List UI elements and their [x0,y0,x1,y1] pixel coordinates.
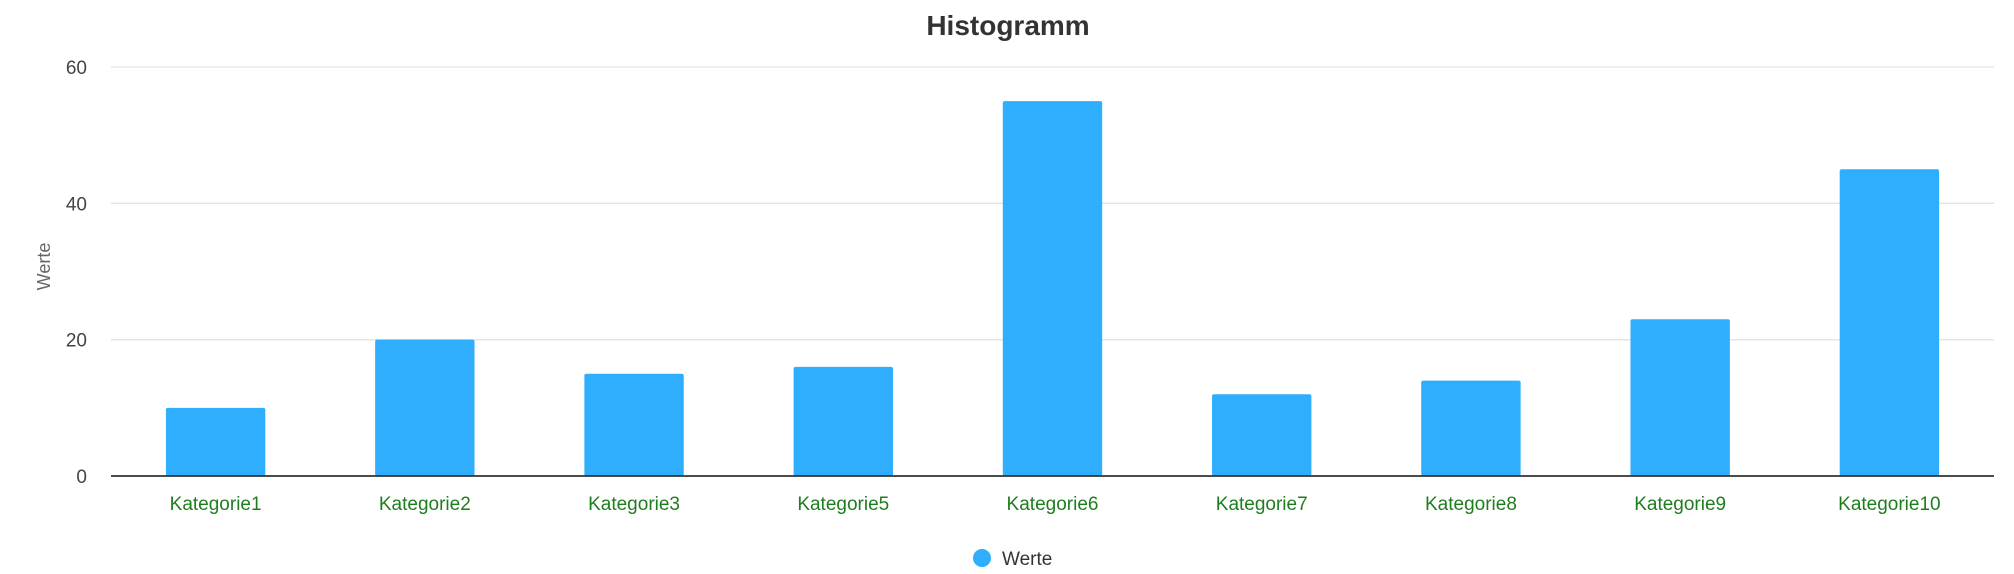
x-tick-label: Kategorie10 [1838,494,1940,515]
y-tick-label: 20 [66,331,87,352]
x-tick-label: Kategorie6 [1007,494,1099,515]
bar-kategorie3[interactable] [584,373,684,476]
x-tick-label: Kategorie3 [588,494,680,515]
bar-kategorie9[interactable] [1630,319,1730,476]
legend[interactable]: Werte [973,549,1052,570]
chart-title: Histogramm [926,10,1089,41]
bar-kategorie2[interactable] [375,339,475,476]
x-tick-label: Kategorie5 [797,494,889,515]
y-axis-ticks: 0 20 40 60 [66,58,87,488]
x-tick-label: Kategorie9 [1634,494,1726,515]
bar-kategorie10[interactable] [1839,169,1940,476]
y-tick-label: 0 [76,467,87,488]
bar-kategorie1[interactable] [165,407,266,476]
x-tick-label: Kategorie8 [1425,494,1517,515]
y-tick-label: 60 [66,58,87,79]
y-axis-label: Werte [34,243,54,291]
y-tick-label: 40 [66,194,87,215]
bars-layer [165,101,1940,476]
bar-kategorie8[interactable] [1421,380,1521,476]
x-tick-label: Kategorie7 [1216,494,1308,515]
bar-kategorie7[interactable] [1212,394,1312,476]
x-tick-label: Kategorie1 [170,494,262,515]
bar-kategorie5[interactable] [793,366,893,476]
x-tick-label: Kategorie2 [379,494,471,515]
x-axis-ticks: Kategorie1 Kategorie2 Kategorie3 Kategorie5… [170,494,1941,515]
bar-kategorie6[interactable] [1002,101,1103,476]
legend-label[interactable]: Werte [1002,549,1052,570]
legend-marker-icon[interactable] [973,549,991,567]
